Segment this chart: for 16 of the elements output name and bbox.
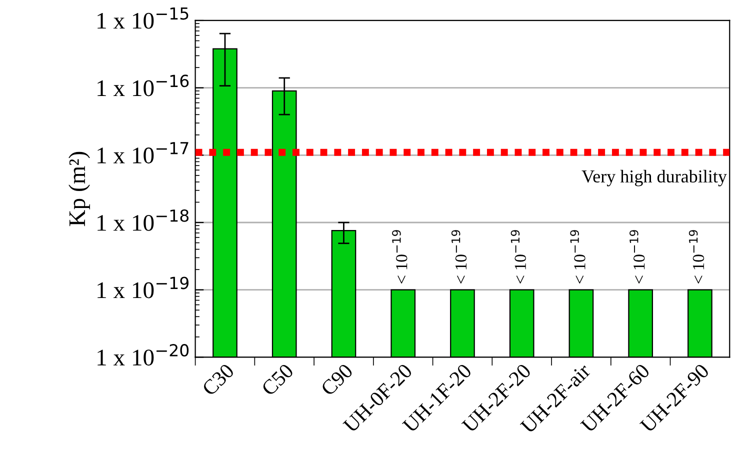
y-tick-label: 1 x 10$^{−15}$ <box>98 7 188 29</box>
x-tick-label: C50 <box>260 363 294 396</box>
y-tick-label: 1 x 10$^{−16}$ <box>98 74 189 96</box>
ref-line-label: Very high durability <box>582 170 727 186</box>
y-tick-label: 1 x 10$^{−17}$ <box>98 142 188 164</box>
y-tick-label: 1 x 10$^{−18}$ <box>98 209 189 231</box>
data-label: < 10$^{−19}$ <box>630 230 645 284</box>
data-label: < 10$^{−19}$ <box>688 230 704 284</box>
y-tick-label: 1 x 10$^{−19}$ <box>98 276 188 298</box>
data-label: < 10$^{−19}$ <box>510 230 526 284</box>
data-label: < 10$^{−19}$ <box>451 230 467 284</box>
y-tick-label: 1 x 10$^{−20}$ <box>98 344 189 366</box>
x-tick-label: C30 <box>201 363 235 396</box>
data-label: < 10$^{−19}$ <box>570 230 586 284</box>
y-axis-title: Kp (m²) <box>68 152 90 226</box>
data-label: < 10$^{−19}$ <box>392 230 408 284</box>
